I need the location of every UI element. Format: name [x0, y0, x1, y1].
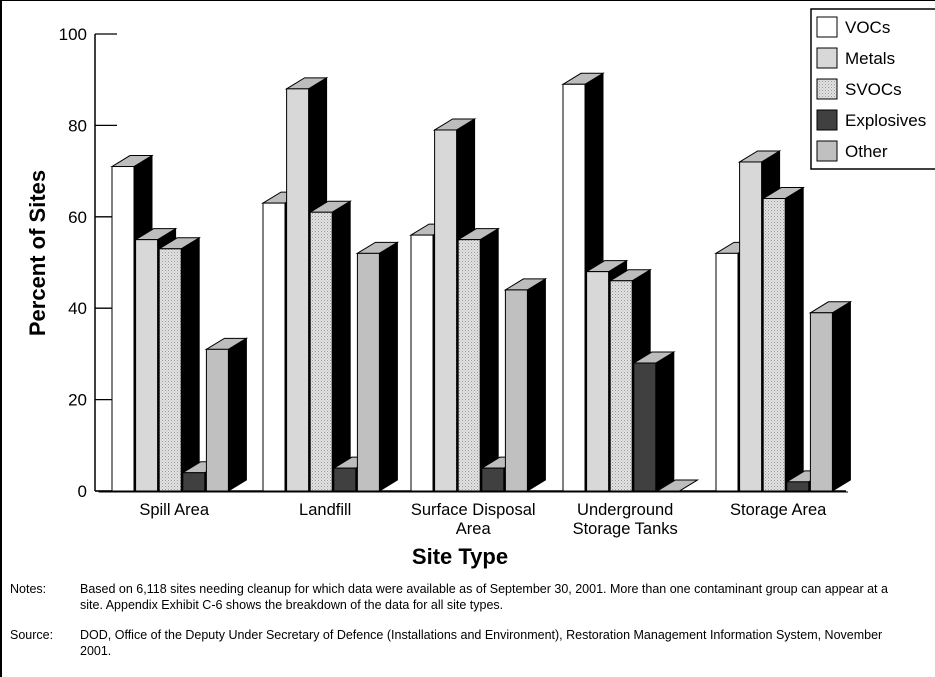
bar-front [309, 211, 333, 492]
bar-front [286, 88, 310, 492]
bar-front [809, 312, 833, 492]
bar-front [356, 252, 380, 492]
bar-svocs [761, 186, 805, 492]
bar-side [180, 236, 200, 492]
bar-side [526, 278, 546, 492]
legend-swatch [816, 78, 838, 100]
y-tick-label: 60 [68, 208, 87, 227]
bar-side [227, 337, 247, 492]
x-tick-label: Surface Disposal Area [411, 501, 536, 538]
bar-side [331, 200, 351, 492]
source-text: DOD, Office of the Deputy Under Secretar… [80, 628, 883, 658]
bar-front [410, 234, 434, 492]
x-tick-label: Underground Storage Tanks [573, 501, 678, 538]
bar-top [655, 479, 700, 492]
bar-front [135, 239, 159, 492]
bar-other [808, 300, 853, 492]
notes-text: Based on 6,118 sites needing cleanup for… [80, 582, 888, 612]
source-label: Source: [10, 628, 54, 642]
x-tick-labels: Spill Area Landfill Surface Disposal Area Un… [139, 501, 827, 538]
bar-side [784, 186, 804, 492]
bar-front [158, 248, 182, 492]
y-axis-title: Percent of Sites [25, 170, 50, 336]
bar-other [355, 241, 400, 492]
bar-side [479, 227, 499, 492]
bar-side [831, 300, 851, 492]
bar-side [655, 351, 675, 492]
bar-front [762, 198, 786, 492]
bar-front [481, 467, 505, 492]
legend-label: Metals [845, 49, 895, 68]
bar-front [586, 271, 610, 492]
legend-swatch [816, 16, 838, 38]
bar-group [561, 72, 700, 492]
legend-label: Explosives [845, 111, 926, 130]
bar-group [110, 154, 249, 492]
x-axis-title: Site Type [412, 544, 508, 569]
legend-label: SVOCs [845, 80, 902, 99]
y-tick-label: 20 [68, 391, 87, 410]
bar-front [633, 362, 657, 492]
legend-swatch [816, 140, 838, 162]
source-block: Source: DOD, Office of the Deputy Under … [10, 627, 920, 661]
legend: VOCs Metals SVOCs Explosives Other [810, 8, 935, 170]
bar-chart: 0 20 40 60 80 100 Spill Area Landfill Surface D… [25, 8, 935, 569]
bar-front [182, 472, 206, 492]
bar-other [503, 278, 548, 492]
bar-front [562, 83, 586, 492]
bar-side [378, 241, 398, 492]
bar-explosives [632, 351, 676, 492]
bar-front [504, 289, 528, 492]
notes-label: Notes: [10, 582, 47, 596]
bar-front [457, 239, 481, 492]
bar-other [204, 337, 249, 492]
bar-svocs [456, 227, 500, 492]
bars [110, 72, 853, 492]
bar-group [409, 118, 548, 492]
bar-front [262, 202, 286, 492]
bar-front [786, 481, 810, 492]
y-tick-label: 80 [68, 116, 87, 135]
y-tick-label: 100 [59, 25, 87, 44]
bar-front [715, 252, 739, 492]
bar-group [714, 150, 853, 492]
notes-block: Notes: Based on 6,118 sites needing clea… [10, 581, 920, 615]
bar-svocs [308, 200, 352, 492]
legend-swatch [816, 47, 838, 69]
bar-group [261, 76, 400, 492]
x-tick-label: Spill Area [139, 501, 210, 519]
legend-swatch [816, 109, 838, 131]
legend-label: VOCs [845, 18, 890, 37]
y-tick-label: 0 [78, 482, 87, 501]
bar-front [333, 467, 357, 492]
bar-front [205, 348, 229, 492]
bar-svocs [157, 236, 201, 492]
x-tick-label: Storage Area [730, 501, 827, 519]
bar-other [655, 479, 700, 492]
bar-front [739, 161, 763, 492]
y-tick-label: 40 [68, 299, 87, 318]
x-tick-label: Landfill [299, 501, 351, 519]
bar-front [609, 280, 633, 492]
legend-label: Other [845, 142, 888, 161]
bar-front [434, 129, 458, 492]
bar-front [111, 166, 135, 492]
